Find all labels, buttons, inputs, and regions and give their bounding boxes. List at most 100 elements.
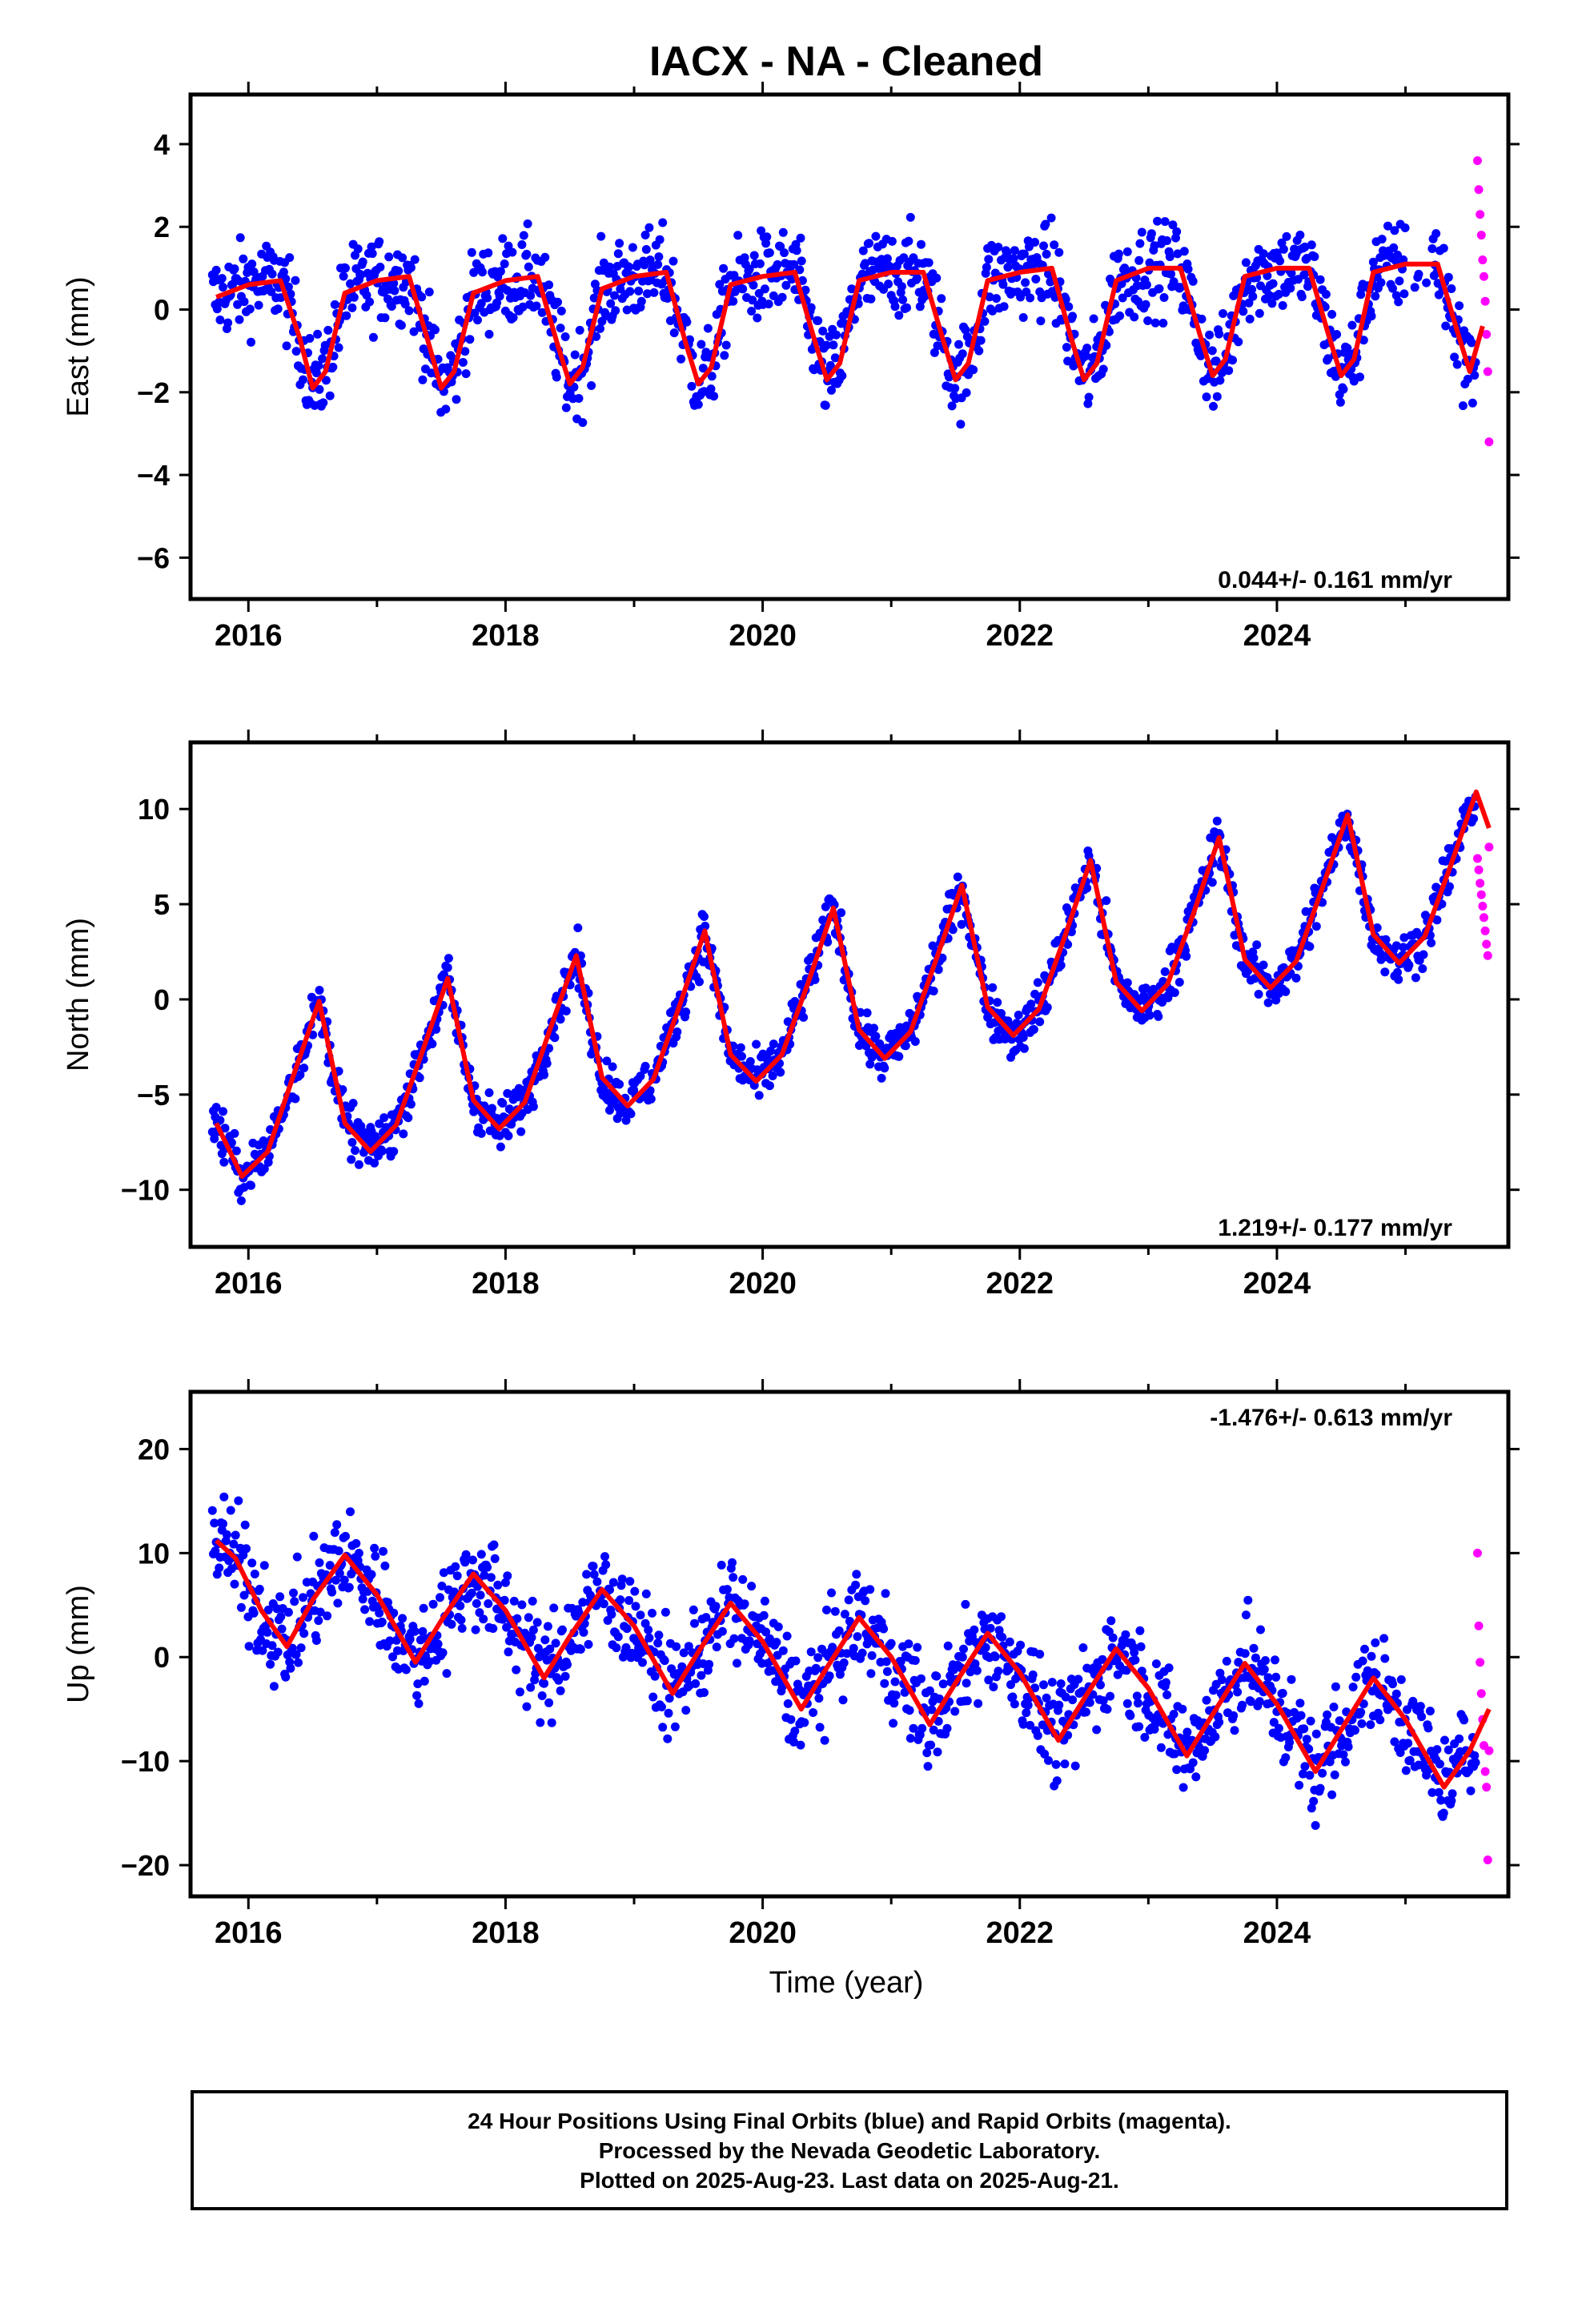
final-orbit-point (245, 304, 255, 314)
final-orbit-point (1296, 1711, 1306, 1720)
rapid-orbit-point (1476, 879, 1485, 888)
final-orbit-point (215, 316, 225, 324)
final-orbit-point (1255, 308, 1264, 318)
x-tick-label: 2016 (215, 619, 283, 653)
final-orbit-point (543, 1622, 552, 1631)
final-orbit-point (1228, 356, 1237, 365)
final-orbit-point (1339, 384, 1348, 394)
final-orbit-point (938, 953, 947, 963)
final-orbit-point (950, 1707, 960, 1716)
final-orbit-point (1004, 1665, 1014, 1674)
final-orbit-point (1019, 1043, 1029, 1053)
final-orbit-point (592, 332, 601, 341)
final-orbit-point (616, 1595, 625, 1605)
final-orbit-point (844, 1595, 853, 1605)
final-orbit-point (994, 243, 1003, 252)
final-orbit-point (561, 403, 571, 412)
final-orbit-point (1360, 1644, 1369, 1654)
final-orbit-point (1395, 276, 1404, 286)
final-orbit-point (1282, 231, 1291, 241)
final-orbit-point (1357, 1719, 1367, 1728)
final-orbit-point (1041, 219, 1050, 229)
final-orbit-point (227, 1138, 236, 1148)
final-orbit-point (1469, 814, 1479, 823)
final-orbit-point (917, 1723, 927, 1733)
final-orbit-point (894, 1051, 904, 1061)
final-orbit-point (339, 271, 348, 281)
final-orbit-point (365, 1617, 375, 1626)
final-orbit-point (375, 1608, 384, 1618)
x-tick-label: 2018 (472, 1916, 540, 1950)
final-orbit-point (1468, 398, 1477, 408)
final-orbit-point (458, 358, 468, 367)
final-orbit-point (1299, 1724, 1309, 1734)
final-orbit-point (740, 1599, 749, 1609)
final-orbit-point (1391, 941, 1401, 951)
final-orbit-point (1248, 292, 1258, 301)
final-orbit-point (871, 231, 881, 241)
final-orbit-point (1082, 344, 1092, 353)
final-orbit-point (1377, 235, 1387, 244)
final-orbit-point (837, 371, 847, 380)
final-orbit-point (484, 1599, 493, 1608)
final-orbit-point (1425, 1707, 1435, 1716)
final-orbit-point (289, 1588, 298, 1598)
final-orbit-point (309, 1531, 319, 1541)
final-orbit-point (1202, 392, 1211, 402)
final-orbit-point (765, 1081, 774, 1091)
final-orbit-point (806, 953, 816, 962)
final-orbit-point (484, 329, 494, 339)
final-orbit-point (1238, 1700, 1247, 1710)
final-orbit-point (229, 1539, 239, 1549)
final-orbit-point (705, 1659, 714, 1669)
final-orbit-point (1281, 1753, 1291, 1763)
final-orbit-point (776, 1068, 785, 1077)
final-orbit-point (219, 1519, 227, 1529)
final-orbit-point (211, 265, 221, 275)
final-orbit-point (1403, 1739, 1413, 1748)
final-orbit-point (717, 1626, 727, 1636)
final-orbit-point (247, 337, 255, 347)
final-orbit-point (578, 418, 588, 428)
final-orbit-point (813, 316, 823, 325)
final-orbit-point (800, 1718, 809, 1727)
final-orbit-point (664, 1708, 673, 1718)
final-orbit-point (1415, 1702, 1425, 1711)
final-orbit-point (335, 1569, 344, 1578)
final-orbit-point (1300, 1762, 1310, 1771)
final-orbit-point (311, 368, 321, 378)
final-orbit-point (762, 232, 772, 242)
final-orbit-point (1388, 283, 1397, 293)
final-orbit-point (927, 1705, 937, 1715)
final-orbit-point (880, 1063, 889, 1073)
final-orbit-point (409, 327, 419, 336)
final-orbit-point (976, 336, 986, 345)
final-orbit-point (752, 1039, 761, 1049)
final-orbit-point (1411, 973, 1420, 983)
final-orbit-point (1466, 1786, 1476, 1795)
final-orbit-point (786, 1715, 796, 1724)
final-orbit-point (532, 1618, 542, 1627)
final-orbit-point (681, 1007, 691, 1017)
final-orbit-point (822, 340, 831, 350)
final-orbit-point (371, 1551, 380, 1561)
final-orbit-point (1089, 314, 1098, 324)
final-orbit-point (489, 1540, 499, 1550)
final-orbit-point (285, 253, 295, 263)
final-orbit-point (1405, 1755, 1415, 1765)
final-orbit-point (1153, 216, 1162, 226)
final-orbit-point (522, 249, 532, 259)
final-orbit-point (655, 235, 665, 244)
final-orbit-point (1229, 1711, 1239, 1720)
final-orbit-point (1393, 250, 1402, 259)
final-orbit-point (640, 260, 649, 270)
final-orbit-point (806, 303, 816, 312)
final-orbit-point (356, 270, 366, 279)
final-orbit-point (649, 287, 659, 297)
final-orbit-point (622, 305, 632, 315)
final-orbit-point (781, 280, 791, 290)
final-orbit-point (1064, 302, 1074, 312)
panel-up: −20 −10 0 10 20 2016 2018 2020 2022 2024 Up (mm) -1… (62, 1379, 1520, 1950)
final-orbit-point (748, 296, 757, 305)
final-orbit-point (436, 1593, 444, 1602)
